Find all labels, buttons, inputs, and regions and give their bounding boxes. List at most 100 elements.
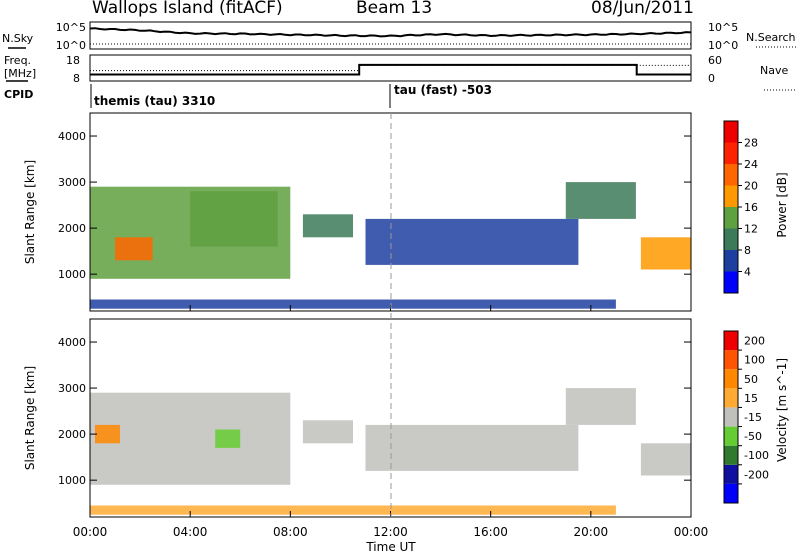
noise-right-tick-top: 10^5 xyxy=(708,21,738,34)
freq-label-line1: Freq. xyxy=(4,54,31,67)
scatter-region-3 xyxy=(190,191,278,247)
power-colorbar: 4 8 12 16 20 24 28 xyxy=(723,120,758,294)
velocity-colorbar-cell-9 xyxy=(724,331,738,351)
time-axis-label: Time UT xyxy=(365,540,416,554)
velocity-colorbar-tick-label-100: 100 xyxy=(744,354,765,367)
velocity-colorbar-tick-label--200: -200 xyxy=(744,468,769,481)
nave-line xyxy=(90,64,691,72)
power-colorbar-cell-5 xyxy=(724,185,738,207)
station-title: Wallops Island (fitACF) xyxy=(92,0,283,18)
x-tick-label-3: 08:00 xyxy=(273,525,308,539)
power-colorbar-cell-1 xyxy=(724,271,738,293)
beam-title: Beam 13 xyxy=(356,0,433,18)
noise-right-label: N.Search xyxy=(746,31,796,44)
velocity-data xyxy=(90,388,691,515)
power-yticks: 1000 2000 3000 4000 xyxy=(58,130,691,281)
nave-tick-bottom: 0 xyxy=(708,72,715,85)
scatter-region-5 xyxy=(365,218,579,265)
velocity-colorbar-cell-7 xyxy=(724,369,738,389)
velocity-colorbar-cell-1 xyxy=(724,483,738,503)
power-colorbar-cell-2 xyxy=(724,250,738,272)
freq-tick-top: 18 xyxy=(66,54,80,67)
x-tick-label-1: 00:00 xyxy=(73,525,108,539)
x-tick-label-7: 00:00 xyxy=(674,525,709,539)
noise-frame xyxy=(89,21,692,50)
cpid-label: CPID xyxy=(4,88,33,101)
y-tick-label-4000: 4000 xyxy=(58,130,86,143)
power-colorbar-tick-label-28: 28 xyxy=(744,137,758,150)
scatter-region-7 xyxy=(640,443,691,476)
y-tick-label-1000: 1000 xyxy=(58,474,86,487)
freq-frame xyxy=(89,54,692,82)
power-colorbar-tick-label-4: 4 xyxy=(744,266,751,279)
scatter-region-7 xyxy=(640,237,691,270)
velocity-colorbar-tick-label--15: -15 xyxy=(744,411,762,424)
velocity-colorbar-tick-label--100: -100 xyxy=(744,449,769,462)
velocity-colorbar: 200 100 50 15 -15 -50 -100 -200 xyxy=(723,330,769,504)
y-tick-label-2000: 2000 xyxy=(58,428,86,441)
scatter-region-4 xyxy=(302,420,353,444)
frequency-line xyxy=(90,63,691,76)
x-tick-label-6: 20:00 xyxy=(574,525,609,539)
frequency-panel: Freq. [MHz] 18 8 60 0 Nave CPID xyxy=(4,54,796,101)
scatter-region-2 xyxy=(115,237,153,261)
freq-label-line2: [MHz] xyxy=(4,67,36,80)
velocity-colorbar-tick-label-15: 15 xyxy=(744,392,758,405)
power-colorbar-cell-4 xyxy=(724,207,738,229)
noise-panel: N.Sky 10^5 10^0 10^5 10^0 N.Search xyxy=(2,21,796,52)
noise-left-tick-top: 10^5 xyxy=(56,21,86,34)
x-tick-label-2: 04:00 xyxy=(173,525,208,539)
y-tick-label-3000: 3000 xyxy=(58,382,86,395)
date-title: 08/Jun/2011 xyxy=(591,0,694,18)
x-tick-label-5: 16:00 xyxy=(473,525,508,539)
velocity-colorbar-cell-6 xyxy=(724,388,738,408)
velocity-colorbar-frame xyxy=(723,330,739,504)
power-colorbar-tick-label-8: 8 xyxy=(744,244,751,257)
sky-noise-line xyxy=(89,27,692,38)
freq-tick-bottom: 8 xyxy=(73,72,80,85)
y-tick-label-2000: 2000 xyxy=(58,222,86,235)
velocity-colorbar-cell-2 xyxy=(724,464,738,484)
cpid-segment-1: themis (tau) 3310 xyxy=(94,94,215,108)
power-colorbar-tick-label-24: 24 xyxy=(744,158,758,171)
noise-right-tick-bottom: 10^0 xyxy=(708,39,738,52)
nave-tick-top: 60 xyxy=(708,54,722,67)
scatter-region-2 xyxy=(215,429,241,448)
velocity-colorbar-cell-8 xyxy=(724,350,738,370)
power-colorbar-cell-7 xyxy=(724,142,738,164)
y-tick-label-3000: 3000 xyxy=(58,176,86,189)
velocity-colorbar-cell-4 xyxy=(724,426,738,446)
power-colorbar-tick-label-20: 20 xyxy=(744,180,758,193)
velocity-colorbar-cell-5 xyxy=(724,407,738,427)
power-colorbar-cell-8 xyxy=(724,121,738,143)
velocity-colorbar-cell-3 xyxy=(724,445,738,465)
scatter-region-8 xyxy=(90,505,616,515)
power-colorbar-label: Power [dB] xyxy=(775,172,789,237)
velocity-panel: 1000 2000 3000 4000 Slant Range [km] 200 100… xyxy=(23,305,789,554)
cpid-row: themis (tau) 3310 tau (fast) -503 xyxy=(90,83,492,108)
cpid-segment-2: tau (fast) -503 xyxy=(394,83,492,97)
scatter-region-1 xyxy=(90,392,291,485)
noise-left-label: N.Sky xyxy=(2,32,34,45)
scatter-region-6 xyxy=(565,388,636,425)
power-colorbar-tick-label-12: 12 xyxy=(744,223,758,236)
velocity-colorbar-tick-label-200: 200 xyxy=(744,335,765,348)
nave-label: Nave xyxy=(760,64,788,77)
scatter-region-3 xyxy=(95,424,120,444)
velocity-colorbar-tick-label--50: -50 xyxy=(744,430,762,443)
velocity-colorbar-label: Velocity [m s^-1] xyxy=(775,358,789,462)
power-colorbar-tick-label-16: 16 xyxy=(744,201,758,214)
scatter-region-5 xyxy=(365,424,579,471)
power-data xyxy=(90,182,691,309)
scatter-region-8 xyxy=(90,299,616,309)
velocity-colorbar-tick-label-50: 50 xyxy=(744,373,758,386)
power-ylabel: Slant Range [km] xyxy=(23,160,37,264)
x-tick-label-4: 12:00 xyxy=(373,525,408,539)
noise-left-tick-bottom: 10^0 xyxy=(56,39,86,52)
y-tick-label-4000: 4000 xyxy=(58,336,86,349)
velocity-yticks: 1000 2000 3000 4000 xyxy=(58,336,691,487)
scatter-region-6 xyxy=(565,182,636,219)
power-colorbar-cell-6 xyxy=(724,164,738,186)
